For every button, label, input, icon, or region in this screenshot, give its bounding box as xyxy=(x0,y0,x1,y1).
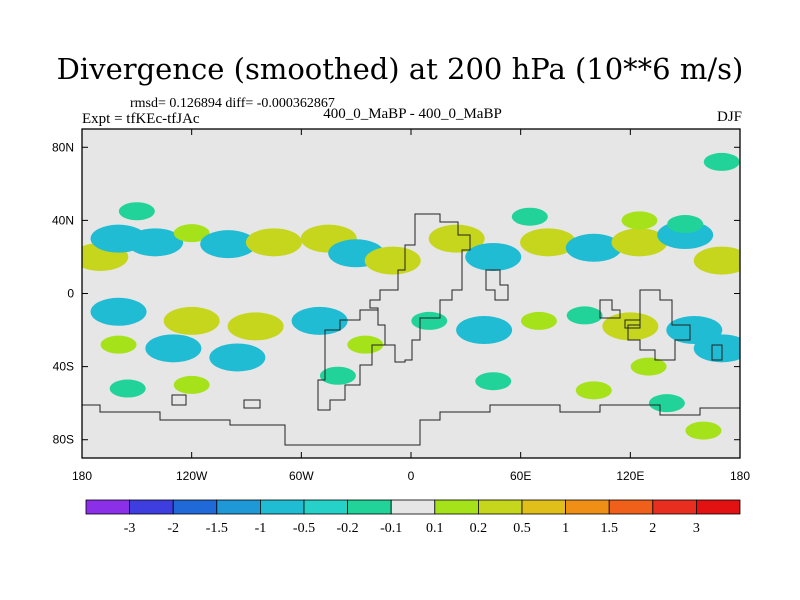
comparison-label: 400_0_MaBP - 400_0_MaBP xyxy=(323,106,502,122)
season-label: DJF xyxy=(716,109,742,125)
south-pacific-island-outline xyxy=(171,394,261,409)
africa-outline xyxy=(369,213,471,363)
anomaly-blob xyxy=(109,379,146,398)
colorbar-label: 1.5 xyxy=(600,521,618,536)
y-tick-label: 40N xyxy=(52,213,74,227)
anomaly-blob xyxy=(630,357,667,376)
anomaly-blob xyxy=(319,366,356,385)
colorbar-label: 2 xyxy=(649,521,656,536)
x-tick-label: 0 xyxy=(408,469,415,483)
antarctica-outline xyxy=(82,404,740,446)
experiment-label: Expt = tfKEc-tfJAc xyxy=(82,111,200,127)
colorbar-label: 0.2 xyxy=(470,521,488,536)
anomaly-blob xyxy=(118,202,155,221)
anomaly-blob xyxy=(566,306,603,325)
anomaly-blob xyxy=(227,312,284,341)
anomaly-blob xyxy=(685,421,722,440)
x-tick-label: 60W xyxy=(289,469,314,483)
anomaly-blob xyxy=(200,230,257,259)
anomaly-blob xyxy=(411,311,448,330)
anomaly-blob xyxy=(465,242,522,271)
colorbar-swatch xyxy=(85,499,130,515)
anomaly-blob xyxy=(127,228,184,257)
anomaly-blob xyxy=(575,381,612,400)
colorbar-label: 0.1 xyxy=(426,521,444,536)
anomaly-blob xyxy=(648,394,685,413)
anomaly-blob xyxy=(621,211,658,230)
colorbar-label: -0.1 xyxy=(380,521,402,536)
anomaly-blob xyxy=(611,228,668,257)
chart-title: Divergence (smoothed) at 200 hPa (10**6 … xyxy=(56,52,744,86)
anomaly-blob xyxy=(90,297,147,326)
colorbar-swatch xyxy=(390,499,436,515)
colorbar-swatch xyxy=(696,499,741,515)
y-tick-label: 80S xyxy=(53,433,74,447)
stats-label: rmsd= 0.126894 diff= -0.000362867 xyxy=(130,96,335,111)
colorbar-swatch xyxy=(652,499,697,515)
anomaly-blob xyxy=(703,152,740,171)
australia-outline xyxy=(627,289,691,361)
colorbar-label: -0.5 xyxy=(293,521,315,536)
anomaly-blob xyxy=(291,306,348,335)
coastline xyxy=(82,213,740,446)
anomaly-blob xyxy=(456,316,513,345)
colorbar-swatch xyxy=(521,499,566,515)
x-tick-label: 120W xyxy=(176,469,208,483)
colorbar-swatch xyxy=(303,499,348,515)
colorbar-swatch xyxy=(608,499,654,515)
indonesia-outline xyxy=(599,299,641,329)
colorbar-swatch xyxy=(477,499,523,515)
anomaly-blob xyxy=(245,228,302,257)
plot-background xyxy=(82,129,740,458)
y-tick-label: 40S xyxy=(53,360,74,374)
anomaly-blob xyxy=(511,207,548,226)
anomaly-blob xyxy=(209,343,266,372)
anomaly-blob xyxy=(475,372,512,391)
colorbar-label: 3 xyxy=(693,521,700,536)
anomaly-blob xyxy=(693,246,740,275)
anomaly-blob xyxy=(428,224,485,253)
india-outline xyxy=(485,269,509,301)
divergence-field xyxy=(82,152,740,440)
colorbar-swatch xyxy=(216,499,261,515)
anomaly-blob xyxy=(667,215,704,234)
colorbar-swatch xyxy=(129,499,174,515)
colorbar-swatch xyxy=(172,499,218,515)
anomaly-blob xyxy=(602,312,659,341)
colorbar-label: -0.2 xyxy=(337,521,359,536)
anomaly-blob xyxy=(145,334,202,363)
anomaly-blob xyxy=(173,224,210,243)
colorbar-swatch xyxy=(434,499,479,515)
anomaly-blob xyxy=(520,311,557,330)
x-tick-label: 180 xyxy=(730,469,750,483)
x-tick-label: 120E xyxy=(616,469,644,483)
colorbar-label: 1 xyxy=(562,521,569,536)
colorbar-label: -1.5 xyxy=(206,521,228,536)
new-zealand-outline xyxy=(711,344,723,361)
anomaly-blob xyxy=(520,228,577,257)
anomaly-blob xyxy=(100,335,137,354)
south-america-outline xyxy=(317,309,386,411)
anomaly-blob xyxy=(163,306,220,335)
y-tick-label: 0 xyxy=(67,287,74,301)
x-tick-label: 60E xyxy=(510,469,531,483)
anomaly-blob xyxy=(364,246,421,275)
colorbar-label: -3 xyxy=(124,521,136,536)
anomaly-blob xyxy=(693,334,740,363)
anomaly-blob xyxy=(565,233,622,262)
y-tick-label: 80N xyxy=(52,140,74,154)
anomaly-blob xyxy=(173,375,210,394)
colorbar-swatch xyxy=(259,499,305,515)
colorbar-label: -2 xyxy=(167,521,179,536)
colorbar-swatch xyxy=(347,499,392,515)
anomaly-blob xyxy=(347,335,384,354)
axes: 180 120W 60W 0 60E 120E 180 80N 40N 0 40S 80S xyxy=(52,129,750,483)
colorbar: -3 -2 -1.5 -1 -0.5 -0.2 -0.1 0.1 0.2 0.5 1 1.5 2 3 xyxy=(85,499,741,536)
x-tick-label: 180 xyxy=(72,469,92,483)
colorbar-label: -1 xyxy=(255,521,267,536)
colorbar-label: 0.5 xyxy=(513,521,531,536)
colorbar-swatch xyxy=(565,499,610,515)
